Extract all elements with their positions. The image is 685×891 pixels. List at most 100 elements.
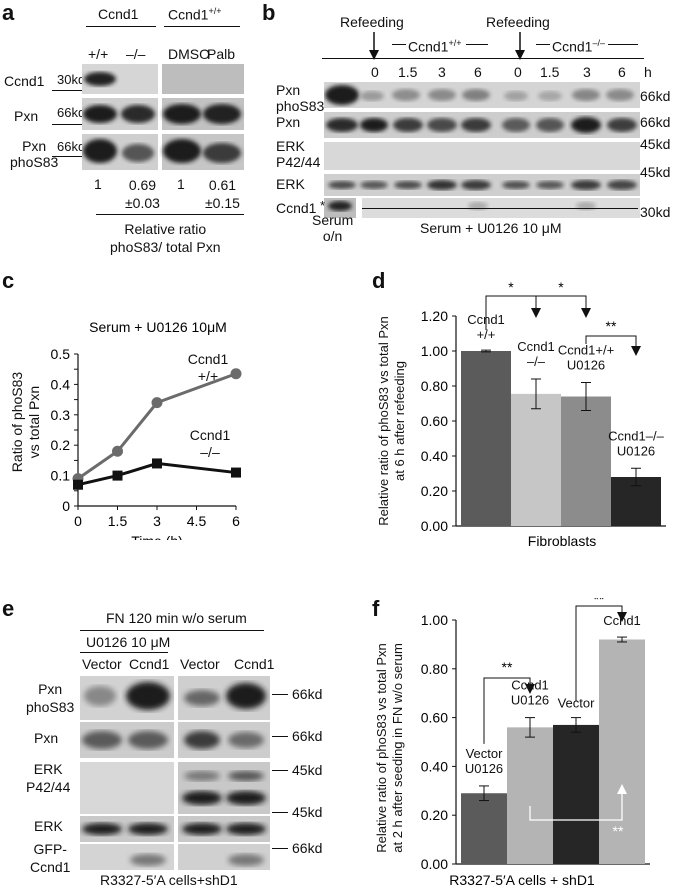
chart-c-series-line: [77, 372, 237, 480]
b-group1-label: Ccnd1+/+: [408, 38, 462, 55]
e-lane-3: Vector: [180, 656, 220, 672]
a-ratio-2: 0.69 ±0.03: [125, 177, 160, 211]
chart-c-label-ko: Ccnd1 –/–: [190, 427, 231, 460]
chart-d-ytick-label: 0.40: [421, 448, 448, 464]
chart-f-bar: [507, 727, 553, 864]
chart-d-sig-label: *: [558, 279, 564, 295]
chart-c-point: [152, 458, 162, 469]
a-marker-3: 66kd: [57, 139, 86, 154]
chart-c-xtick-label: 6: [232, 513, 240, 529]
b-row-4: ERK: [276, 176, 305, 192]
chart-c-ytick-label: 0: [62, 498, 70, 514]
panel-label-e: e: [2, 596, 15, 621]
chart-d-bar: [511, 393, 561, 526]
b-time-4: 6: [474, 64, 482, 80]
chart-d-bar-label: Ccnd1+/+ U0126: [558, 343, 614, 373]
a-caption-line: [96, 214, 244, 215]
e-lane-1: Vector: [82, 656, 122, 672]
b-arrow-2: [515, 32, 525, 60]
chart-f: 0.00 0.20 0.40 0.60 0.80 1.00 Relative ratio o…: [374, 598, 650, 888]
chart-f-bar: [553, 724, 599, 864]
e-tick-3: [272, 770, 288, 771]
b-time-3: 3: [438, 64, 446, 80]
chart-d-sig-arrow: [531, 308, 541, 318]
b-top-line: [322, 58, 644, 59]
chart-f-sig-bracket-white: [529, 792, 623, 821]
e-row-2: Pxn: [34, 730, 59, 746]
a-row-ccnd1: Ccnd1: [4, 73, 45, 89]
chart-c-ytick-label: 0.2: [51, 437, 71, 453]
a-lane-3: DMSO: [168, 46, 210, 62]
b-row-3: ERK P42/44: [276, 138, 321, 170]
chart-d-bar: [461, 351, 511, 526]
chart-f-bar-label: Vector: [558, 696, 596, 711]
a-row-pxn-phos83: Pxn phoS83: [10, 138, 59, 170]
b-blots: [324, 82, 640, 218]
e-row-1: Pxn phoS83: [26, 681, 75, 715]
chart-f-sig-arrow-white: [617, 784, 627, 794]
chart-d-xlabel: Fibroblasts: [528, 533, 596, 549]
a-tick-1: [52, 90, 82, 91]
b-star: *: [320, 198, 326, 213]
chart-d-sig-label: *: [508, 279, 514, 295]
chart-f-xlabel: R3327-5′A cells + shD1: [449, 872, 595, 888]
b-time-8: 6: [618, 64, 626, 80]
b-marker-5: 30kd: [640, 204, 671, 220]
chart-c-ylabel: Ratio of phoS83vs total Pxn: [9, 372, 42, 473]
e-tick-2: [272, 736, 288, 737]
chart-c-xtick-label: 3: [153, 513, 161, 529]
a-group2-label: Ccnd1+/+: [168, 6, 222, 23]
chart-f-sig-label: **: [502, 659, 513, 675]
chart-f-ytick-label: 1.00: [421, 612, 448, 628]
e-caption: R3327-5′A cells+shD1: [100, 872, 238, 888]
chart-d-ylabel: Relative ratio of phoS83 vs total Pxnat …: [376, 316, 407, 526]
b-marker-1: 66kd: [640, 88, 671, 104]
a-lane-2: –/–: [126, 46, 146, 62]
b-arrow-1: [369, 32, 379, 60]
a-group2-line: [164, 26, 240, 27]
a-group1-line: [86, 26, 156, 27]
a-blots: [82, 64, 244, 170]
chart-c-point: [151, 397, 163, 409]
chart-c-point: [112, 470, 123, 481]
chart-f-bar: [599, 639, 645, 864]
e-tick-4: [272, 812, 288, 813]
chart-d-ytick-label: 0.20: [421, 483, 448, 499]
e-marker-5: 66kd: [292, 840, 323, 856]
chart-d-bar-label: Ccnd1–/– U0126: [608, 428, 664, 458]
chart-d-ytick-label: 1.00: [421, 343, 448, 359]
b-group1-dash-l: [392, 44, 406, 45]
b-row-5: Ccnd1: [276, 200, 317, 216]
chart-f-ytick-label: 0.20: [421, 807, 448, 823]
b-group1-dash-r: [466, 44, 488, 45]
a-caption: Relative ratio phoS83/ total Pxn: [110, 221, 221, 255]
panel-label-f: f: [372, 596, 380, 621]
chart-d-sig-bracket: [536, 295, 587, 310]
b-group2-label: Ccnd1–/–: [552, 38, 605, 55]
chart-f-sig-arrow: [525, 684, 535, 694]
chart-d-sig-label: **: [606, 318, 617, 334]
chart-f-sig-arrow: [617, 612, 627, 622]
chart-d-sig-bracket: [485, 295, 537, 330]
chart-d-ytick-label: 0.00: [421, 518, 448, 534]
e-tick-1: [272, 694, 288, 695]
b-h-unit: h: [644, 64, 652, 80]
e-lane-4: Ccnd1: [234, 656, 275, 672]
b-marker-2: 66kd: [640, 114, 671, 130]
b-serum-on: Serum o/n: [312, 212, 354, 244]
e-subheader-line: [80, 652, 168, 653]
chart-c-ytick-label: 0.5: [51, 346, 71, 362]
chart-f-ytick-label: 0.60: [421, 710, 448, 726]
b-refeeding-2: Refeeding: [486, 14, 550, 30]
chart-c-xtick-label: 4.5: [187, 513, 207, 529]
chart-d: 0.00 0.20 0.40 0.60 0.80 1.00 1.20 Relative rat…: [376, 279, 666, 549]
a-group1-label: Ccnd1: [98, 6, 139, 22]
e-tick-5: [272, 848, 288, 849]
e-subheader: U0126 10 μM: [86, 634, 171, 650]
b-row-2: Pxn: [276, 114, 301, 130]
chart-d-bar-label: Ccnd1 –/–: [517, 339, 555, 369]
panel-label-a: a: [2, 0, 15, 25]
e-header-line: [80, 630, 264, 631]
a-row-pxn: Pxn: [14, 108, 39, 124]
